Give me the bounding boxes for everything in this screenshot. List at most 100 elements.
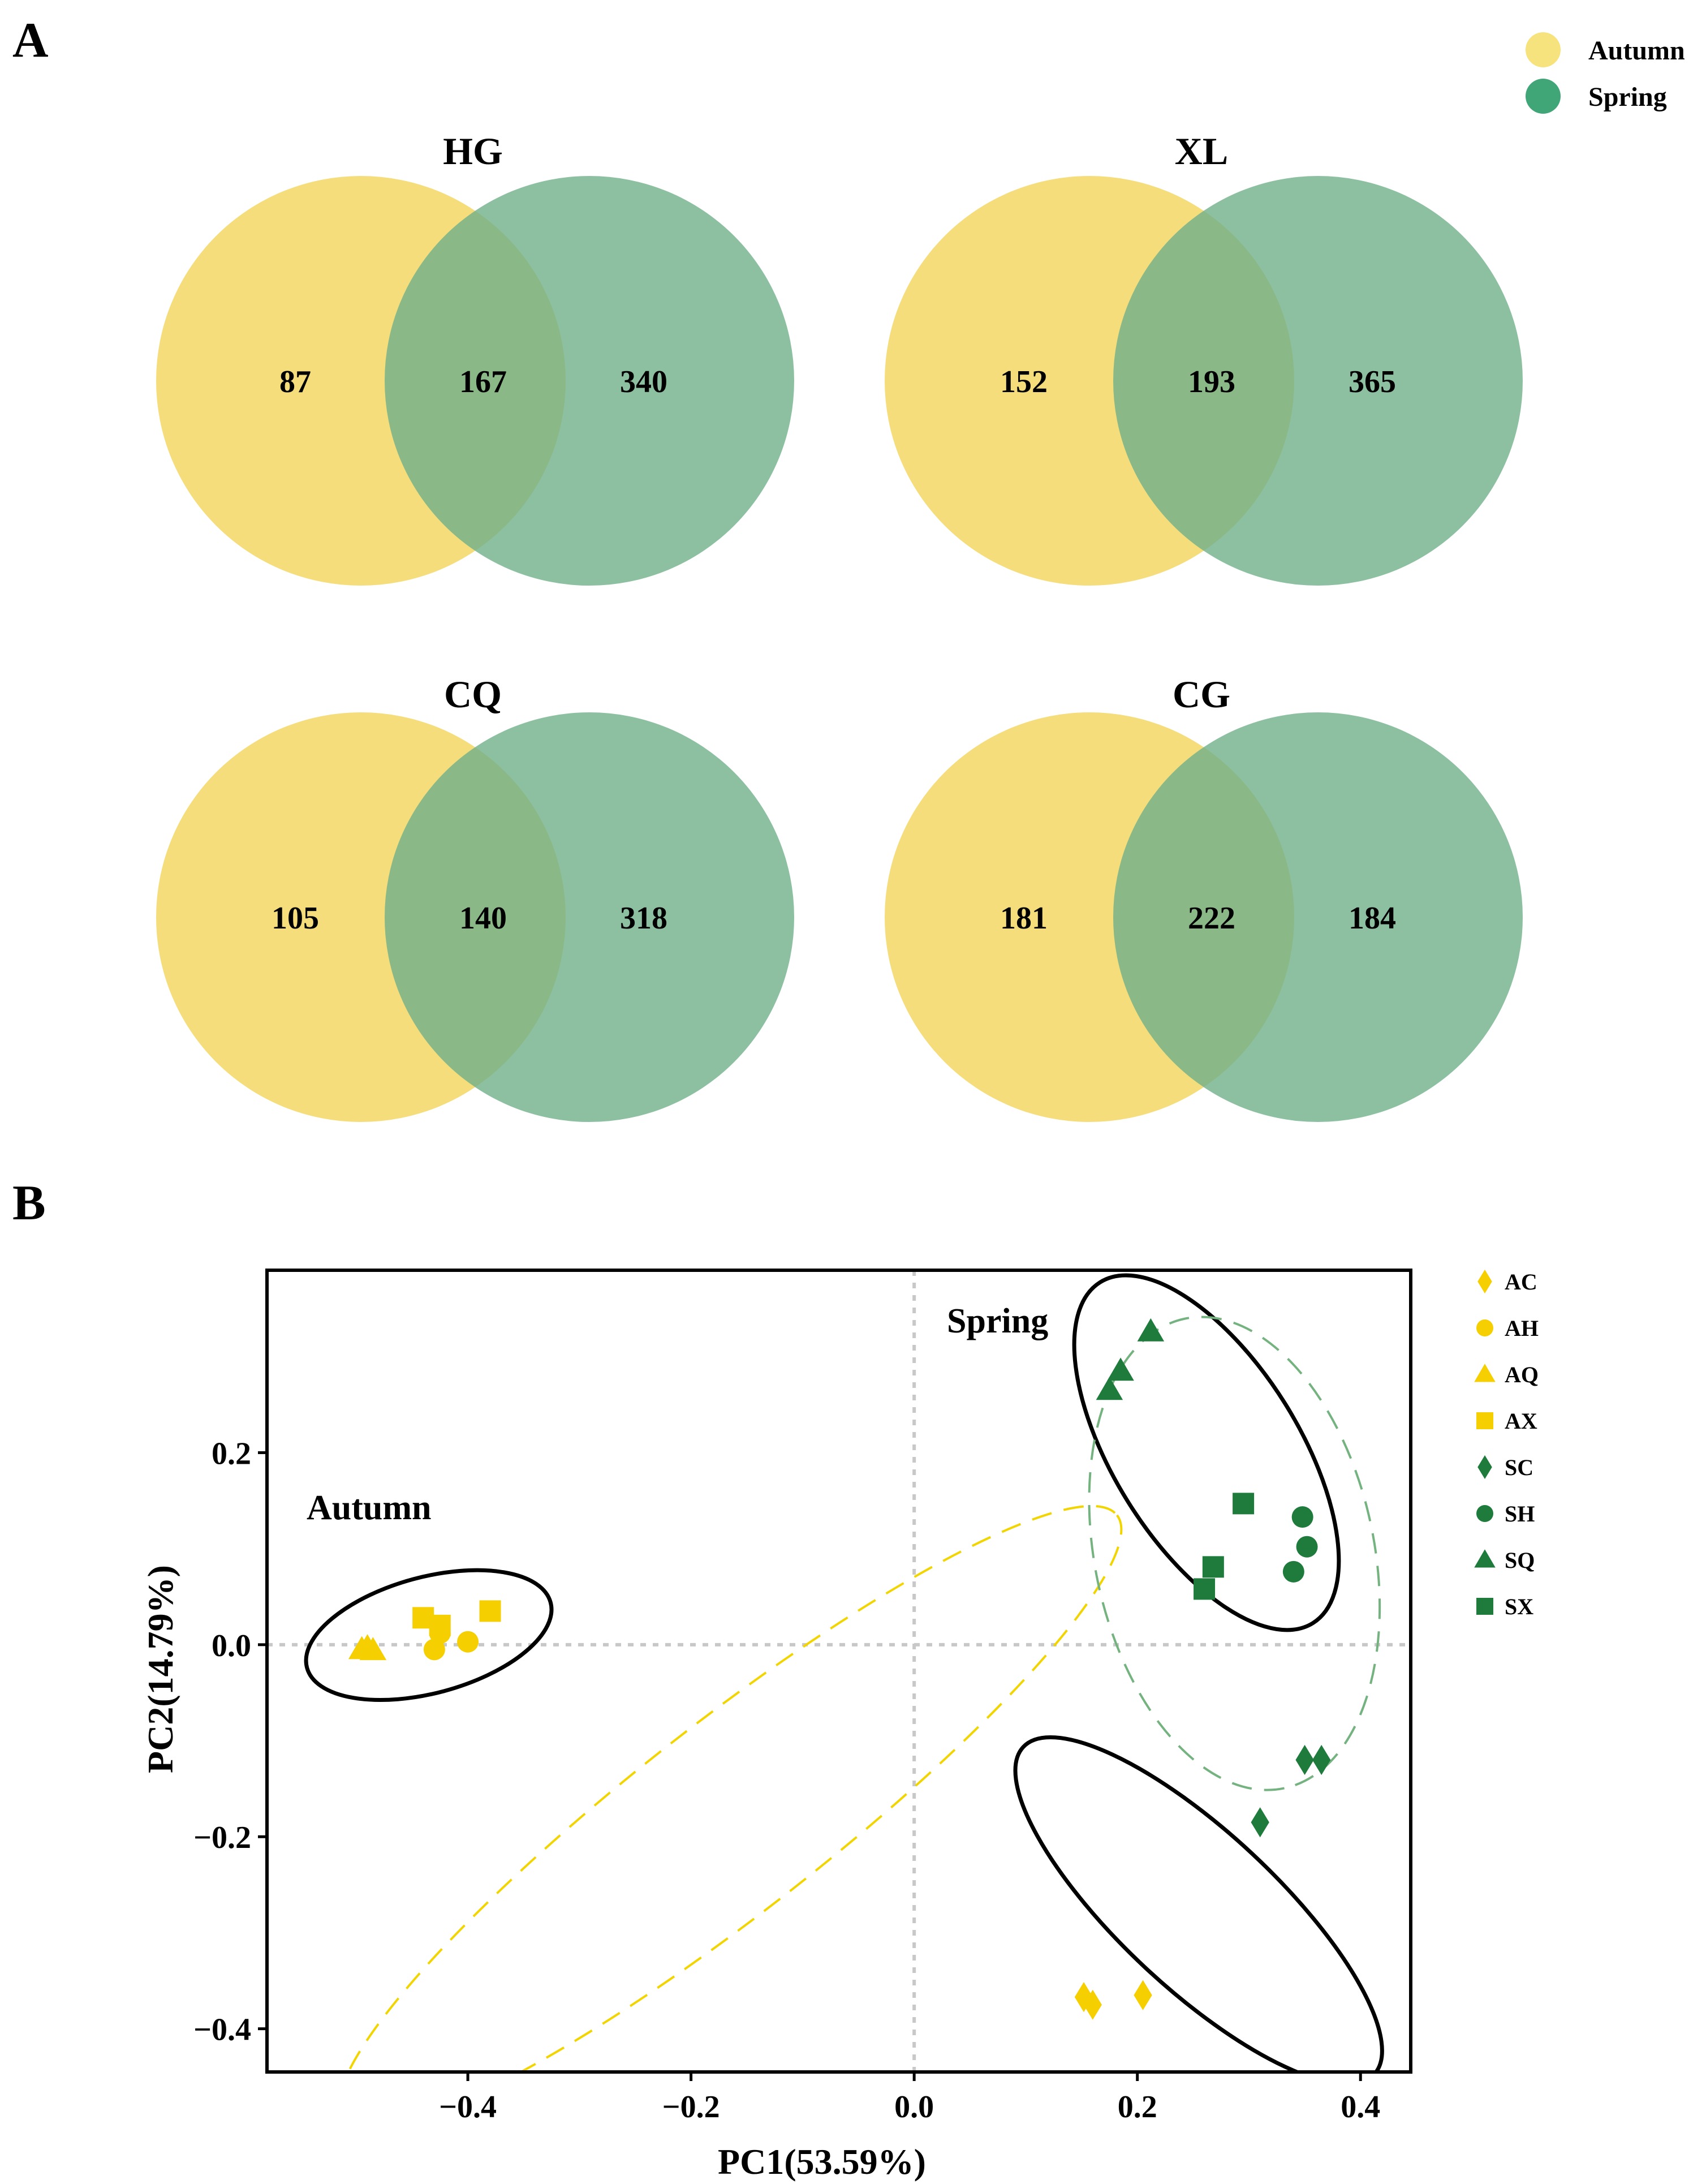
venn-count-shared: 222	[1188, 901, 1235, 936]
venn-count-spring-only: 365	[1349, 364, 1396, 399]
venn-cq: CQ 105 140 318	[156, 673, 794, 1122]
venn-count-spring-only: 340	[620, 364, 667, 399]
legend-marker-ax	[1476, 1412, 1493, 1429]
venn-cg: CG 181 222 184	[885, 673, 1523, 1122]
y-tick-label: 0.0	[212, 1628, 251, 1663]
venn-circle-spring	[1113, 176, 1523, 586]
legend-marker-sx	[1476, 1598, 1493, 1615]
legend-marker-ah	[1476, 1319, 1493, 1336]
point-ax	[479, 1600, 501, 1622]
dashed-ellipse-spring	[1088, 1315, 1381, 1791]
series-ax	[412, 1600, 501, 1636]
group-label-autumn: Autumn	[307, 1489, 432, 1527]
legend-label-spring: Spring	[1588, 82, 1667, 112]
dashed-ellipse-autumn	[337, 1504, 1123, 2072]
pca-scatter-plot: −0.4 −0.2 0.0 0.2 0.4 −0.4 −0.2 0.0 0.2 PC1(53.59…	[140, 1269, 1539, 2182]
x-tick-label: 0.4	[1341, 2090, 1380, 2125]
group-label-spring: Spring	[947, 1302, 1048, 1340]
legend-label-autumn: Autumn	[1588, 36, 1685, 66]
legend-label-sc: SC	[1505, 1455, 1533, 1480]
legend-item-aq: AQ	[1474, 1362, 1539, 1387]
venn-title: HG	[443, 130, 503, 173]
series-aq	[348, 1634, 387, 1661]
confidence-ellipses	[304, 1273, 1384, 2072]
axes: −0.4 −0.2 0.0 0.2 0.4 −0.4 −0.2 0.0 0.2 PC1(53.59…	[140, 1436, 1380, 2182]
point-sh	[1291, 1506, 1313, 1528]
venn-circle-spring	[385, 176, 794, 586]
legend-label-aq: AQ	[1505, 1362, 1539, 1387]
x-tick-label: −0.4	[439, 2090, 497, 2125]
x-tick-label: −0.2	[662, 2090, 720, 2125]
y-tick-label: −0.4	[193, 2013, 251, 2048]
venn-circle-spring	[385, 712, 794, 1122]
solid-ellipse-3	[1013, 1735, 1384, 2072]
venn-count-spring-only: 318	[620, 901, 667, 936]
point-ac	[1083, 1989, 1102, 2020]
point-ah	[423, 1639, 445, 1661]
legend-swatch-spring	[1526, 79, 1561, 114]
legend-item-sq: SQ	[1474, 1547, 1535, 1573]
venn-count-autumn-only: 87	[279, 364, 311, 399]
legend-item-sh: SH	[1476, 1501, 1535, 1527]
point-sh	[1282, 1560, 1304, 1583]
solid-ellipse-2	[1072, 1273, 1341, 1632]
point-sc	[1295, 1744, 1314, 1775]
legend-label-sh: SH	[1505, 1501, 1535, 1527]
series-sh	[1282, 1506, 1318, 1583]
venn-title: CQ	[444, 673, 502, 716]
point-ah	[457, 1631, 479, 1653]
legend-item-ah: AH	[1476, 1315, 1539, 1341]
series-sx	[1194, 1493, 1255, 1600]
point-sq	[1096, 1377, 1123, 1400]
legend-label-sx: SX	[1505, 1594, 1533, 1619]
legend-item-ac: AC	[1477, 1269, 1537, 1295]
y-tick-label: 0.2	[212, 1436, 251, 1471]
legend-item-sc: SC	[1477, 1455, 1533, 1480]
venn-title: CG	[1173, 673, 1230, 716]
venn-count-autumn-only: 152	[1000, 364, 1048, 399]
y-axis-label: PC2(14.79%)	[140, 1565, 180, 1773]
point-sc	[1251, 1807, 1269, 1838]
legend-swatch-autumn	[1526, 32, 1561, 67]
venn-circle-spring	[1113, 712, 1523, 1122]
venn-count-autumn-only: 105	[272, 901, 319, 936]
venn-count-shared: 140	[459, 901, 507, 936]
point-sx	[1194, 1578, 1216, 1600]
venn-hg: HG 87 167 340	[156, 130, 794, 586]
series-ac	[1074, 1980, 1152, 2020]
panel-b-label: B	[12, 1176, 46, 1231]
y-tick-label: −0.2	[193, 1820, 251, 1855]
legend-marker-aq	[1474, 1364, 1496, 1382]
point-ac	[1134, 1980, 1152, 2010]
legend-marker-sh	[1476, 1505, 1493, 1522]
point-ax	[429, 1614, 451, 1636]
series-sc	[1251, 1744, 1331, 1838]
sample-legend: AC AH AQ AX SC SH SQ SX	[1474, 1269, 1539, 1619]
legend-item-ax: AX	[1476, 1408, 1537, 1434]
venn-xl: XL 152 193 365	[885, 130, 1523, 586]
panel-a-label: A	[12, 13, 49, 68]
point-sq	[1107, 1357, 1134, 1381]
legend-item-sx: SX	[1476, 1594, 1533, 1619]
plot-frame	[265, 1269, 1412, 2074]
series-sq	[1096, 1318, 1165, 1400]
legend-marker-sc	[1477, 1455, 1492, 1479]
legend-label-ah: AH	[1505, 1315, 1539, 1341]
venn-diagrams: HG 87 167 340 XL 152 193 365 CQ 105 140 318 CG 181 222…	[156, 130, 1523, 1122]
point-sq	[1137, 1318, 1165, 1342]
x-axis-label: PC1(53.59%)	[718, 2142, 926, 2182]
legend-label-ax: AX	[1505, 1408, 1537, 1434]
group-labels: Autumn Spring	[307, 1302, 1048, 1527]
venn-count-autumn-only: 181	[1000, 901, 1048, 936]
point-sc	[1312, 1744, 1331, 1775]
venn-title: XL	[1175, 130, 1228, 173]
legend-marker-ac	[1477, 1270, 1492, 1293]
legend-marker-sq	[1474, 1549, 1496, 1568]
point-sx	[1202, 1556, 1224, 1578]
point-sh	[1296, 1536, 1318, 1558]
legend-label-sq: SQ	[1505, 1547, 1535, 1573]
legend-label-ac: AC	[1505, 1269, 1537, 1295]
point-aq	[359, 1637, 387, 1661]
venn-count-spring-only: 184	[1349, 901, 1396, 936]
